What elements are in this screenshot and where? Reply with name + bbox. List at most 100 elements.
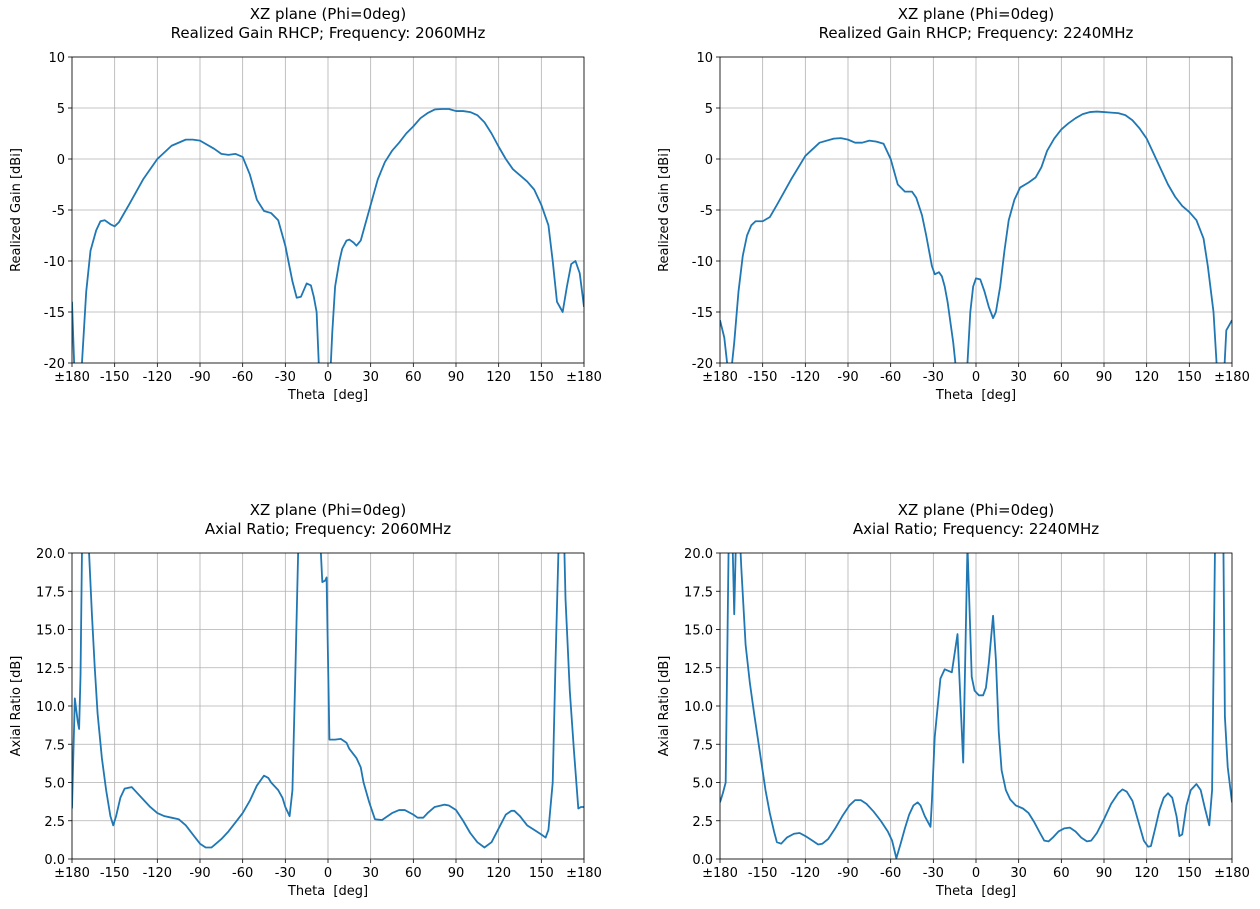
y-axis-label: Axial Ratio [dB] [657,656,672,757]
y-tick-label: 5 [705,102,713,117]
x-tick-label: 0 [324,866,332,881]
x-tick-label: 30 [362,370,379,385]
x-tick-label: -90 [837,370,858,385]
y-tick-label: 20.0 [36,547,65,562]
x-tick-label: ±180 [54,370,90,385]
y-tick-label: 5.0 [692,777,713,792]
y-tick-label: -20 [44,357,65,372]
x-tick-label: -60 [232,866,253,881]
x-tick-label: 120 [1134,866,1159,881]
x-tick-label: -150 [100,370,130,385]
y-tick-label: 0 [705,153,713,168]
x-tick-label: -120 [791,370,821,385]
y-tick-label: 10.0 [684,700,713,715]
x-tick-label: ±180 [566,370,602,385]
x-tick-label: -150 [748,866,778,881]
x-tick-label: -150 [748,370,778,385]
x-tick-label: 30 [1010,866,1027,881]
y-tick-label: -20 [692,357,713,372]
y-tick-label: 0.0 [692,853,713,868]
chart-subtitle: Axial Ratio; Frequency: 2240MHz [853,520,1099,538]
x-tick-label: 90 [448,866,465,881]
axes-frame [71,552,585,860]
x-tick-label: 30 [1010,370,1027,385]
y-tick-label: 15.0 [36,624,65,639]
y-tick-label: 2.5 [692,815,713,830]
y-tick-label: 10 [48,51,65,66]
y-tick-label: -5 [700,204,713,219]
x-tick-label: 90 [448,370,465,385]
chart-title: XZ plane (Phi=0deg) [250,5,407,23]
x-tick-label: ±180 [702,866,738,881]
subplot: XZ plane (Phi=0deg)Realized Gain RHCP; F… [657,5,1250,403]
x-tick-label: -150 [100,866,130,881]
x-tick-label: -120 [143,866,173,881]
x-tick-label: 90 [1096,370,1113,385]
y-tick-label: 0 [57,153,65,168]
x-tick-label: -120 [791,866,821,881]
x-tick-label: 150 [529,370,554,385]
data-line [72,553,584,849]
x-tick-label: 120 [1134,370,1159,385]
chart-subtitle: Realized Gain RHCP; Frequency: 2060MHz [171,24,486,42]
y-tick-label: -15 [692,306,713,321]
chart-subtitle: Axial Ratio; Frequency: 2060MHz [205,520,451,538]
y-tick-label: 7.5 [44,738,65,753]
subplot: XZ plane (Phi=0deg)Axial Ratio; Frequenc… [9,501,602,899]
x-axis-label: Theta [deg] [935,388,1016,403]
x-tick-label: 150 [1177,370,1202,385]
x-tick-label: -30 [275,370,296,385]
x-tick-label: ±180 [1214,370,1250,385]
y-tick-label: -10 [692,255,713,270]
x-tick-label: -30 [923,370,944,385]
chart-title: XZ plane (Phi=0deg) [898,5,1055,23]
y-tick-label: -15 [44,306,65,321]
y-tick-label: 10 [696,51,713,66]
y-tick-label: 10.0 [36,700,65,715]
subplot: XZ plane (Phi=0deg)Axial Ratio; Frequenc… [657,501,1250,899]
y-tick-label: 17.5 [36,585,65,600]
y-tick-label: -5 [52,204,65,219]
x-tick-label: 0 [972,866,980,881]
x-tick-label: ±180 [1214,866,1250,881]
y-tick-label: 15.0 [684,624,713,639]
axes-frame [71,56,585,364]
y-tick-label: 7.5 [692,738,713,753]
x-tick-label: 0 [324,370,332,385]
x-axis-label: Theta [deg] [935,884,1016,899]
axes-frame [719,56,1233,364]
x-tick-label: -30 [923,866,944,881]
y-tick-label: 5 [57,102,65,117]
x-tick-label: 120 [486,370,511,385]
x-tick-label: 150 [1177,866,1202,881]
y-tick-label: 17.5 [684,585,713,600]
chart-title: XZ plane (Phi=0deg) [250,501,407,519]
x-axis-label: Theta [deg] [287,884,368,899]
x-tick-label: 60 [1053,370,1070,385]
y-axis-label: Axial Ratio [dB] [9,656,24,757]
x-tick-label: 0 [972,370,980,385]
y-tick-label: 12.5 [36,662,65,677]
x-axis-label: Theta [deg] [287,388,368,403]
x-tick-label: -90 [189,866,210,881]
x-tick-label: -60 [880,370,901,385]
x-tick-label: 60 [405,866,422,881]
chart-subtitle: Realized Gain RHCP; Frequency: 2240MHz [819,24,1134,42]
chart-title: XZ plane (Phi=0deg) [898,501,1055,519]
x-tick-label: 120 [486,866,511,881]
x-tick-label: 30 [362,866,379,881]
x-tick-label: -90 [837,866,858,881]
x-tick-label: -60 [232,370,253,385]
data-line [72,108,584,363]
x-tick-label: ±180 [54,866,90,881]
y-tick-label: 0.0 [44,853,65,868]
axes-frame [719,552,1233,860]
y-axis-label: Realized Gain [dBi] [657,148,672,272]
x-tick-label: -90 [189,370,210,385]
y-axis-label: Realized Gain [dBi] [9,148,24,272]
y-tick-label: 20.0 [684,547,713,562]
x-tick-label: -120 [143,370,173,385]
x-tick-label: 90 [1096,866,1113,881]
x-tick-label: 150 [529,866,554,881]
